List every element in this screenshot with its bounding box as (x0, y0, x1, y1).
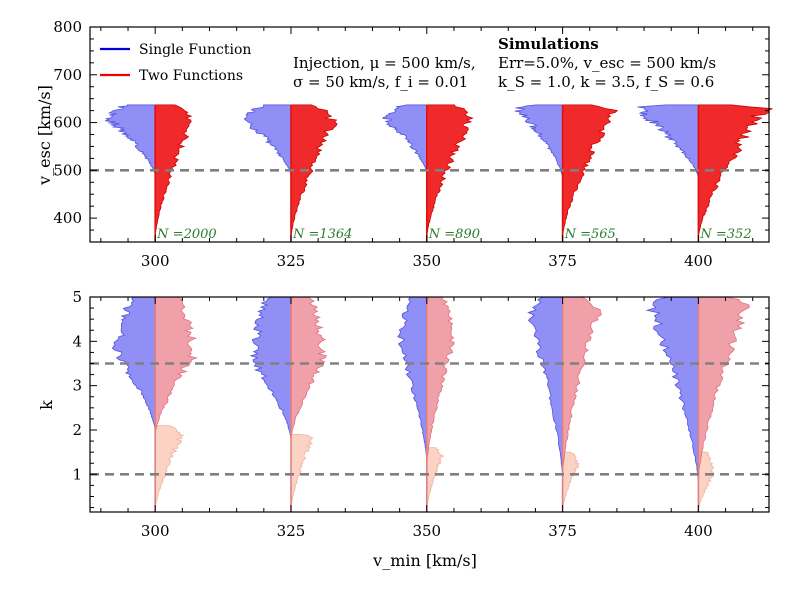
legend: Single Function Two Functions (100, 42, 251, 84)
bottom-y-axis-title: k (37, 400, 56, 410)
x-tick-label: 375 (548, 522, 577, 540)
bottom-reference-lines (90, 362, 769, 476)
violin-two-secondary-350 (426, 447, 445, 511)
violin-two-secondary-300 (154, 425, 185, 511)
y-tick-label: 600 (53, 114, 82, 132)
injection-annotation-line1: Injection, μ = 500 km/s, (293, 54, 476, 72)
sample-count-label: N =1364 (292, 227, 352, 242)
violin-two-375 (562, 296, 602, 476)
sample-count-label: N =2000 (156, 227, 216, 242)
violin-two-secondary-325 (290, 433, 314, 511)
x-tick-label: 400 (684, 522, 713, 540)
y-tick-label: 800 (53, 18, 82, 36)
legend-label-two: Two Functions (139, 68, 243, 84)
y-tick-label: 4 (72, 332, 82, 350)
sample-count-label: N =565 (564, 227, 616, 242)
x-tick-label: 350 (412, 252, 441, 270)
x-tick-label: 325 (277, 522, 306, 540)
bottom-axes-frame (89, 296, 770, 513)
bottom-x-axis-title: v_min [km/s] (372, 551, 477, 570)
y-tick-label: 500 (53, 161, 82, 179)
simulations-annotation-line1: Err=5.0%, v_esc = 500 km/s (498, 54, 716, 72)
y-tick-label: 3 (72, 377, 82, 395)
violin-two-350 (426, 296, 455, 466)
violin-two-secondary-375 (562, 451, 580, 511)
y-tick-label: 1 (72, 465, 82, 483)
x-tick-label: 325 (277, 252, 306, 270)
violin-single-400 (645, 296, 699, 485)
y-tick-label: 400 (53, 209, 82, 227)
violin-single-350 (382, 104, 428, 174)
x-tick-label: 300 (141, 522, 170, 540)
simulations-title: Simulations (498, 35, 599, 53)
sample-count-label: N =890 (428, 227, 480, 242)
violin-two-300 (154, 296, 198, 436)
top-ticks: 300 325 350 375 400 400 500 600 700 800 (53, 18, 769, 270)
simulations-annotation-line2: k_S = 1.0, k = 3.5, f_S = 0.6 (498, 73, 714, 91)
violin-single-400 (637, 104, 699, 178)
legend-label-single: Single Function (139, 42, 251, 58)
top-violins (104, 104, 773, 242)
y-tick-label: 5 (72, 288, 82, 306)
injection-annotation-line2: σ = 50 km/s, f_i = 0.01 (293, 73, 468, 91)
violin-single-300 (104, 104, 156, 176)
y-tick-label: 2 (72, 421, 82, 439)
y-tick-label: 700 (53, 66, 82, 84)
bottom-violins (111, 296, 750, 512)
violin-single-325 (249, 296, 292, 440)
x-tick-label: 350 (412, 522, 441, 540)
violin-single-375 (527, 296, 563, 479)
violin-single-300 (111, 296, 156, 431)
violin-two-350 (426, 104, 474, 239)
top-y-axis-title: v_esc [km/s] (35, 85, 54, 186)
x-tick-label: 375 (548, 252, 577, 270)
sample-count-label: N =352 (699, 227, 751, 242)
bottom-panel: 300 325 350 375 400 1 2 3 4 5 k v_min [km/s] (37, 288, 770, 570)
violin-two-325 (290, 296, 327, 440)
violin-two-325 (290, 104, 338, 239)
violin-single-350 (397, 296, 428, 463)
top-sample-labels: N =2000 N =1364 N =890 N =565 N =352 (156, 227, 751, 242)
violin-single-325 (243, 104, 292, 176)
violin-two-400 (697, 296, 750, 479)
x-tick-label: 400 (684, 252, 713, 270)
top-axes-frame (89, 26, 770, 243)
violin-two-375 (562, 104, 619, 239)
x-tick-label: 300 (141, 252, 170, 270)
violin-two-secondary-400 (697, 451, 714, 511)
violin-single-375 (514, 104, 564, 178)
bottom-ticks: 300 325 350 375 400 1 2 3 4 5 (72, 288, 769, 540)
